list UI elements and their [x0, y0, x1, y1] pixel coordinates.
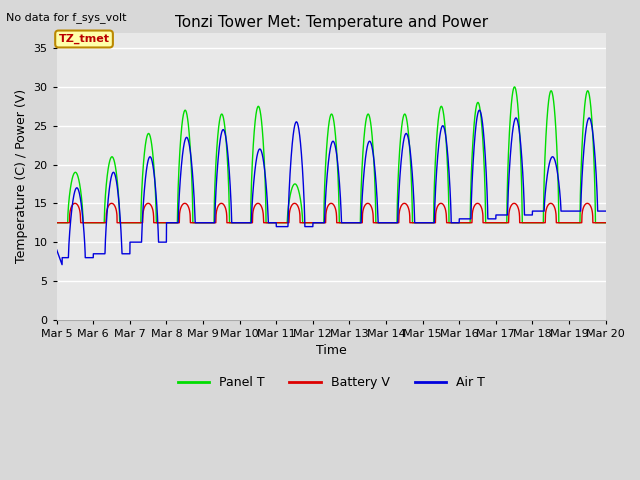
Battery V: [452, 220, 460, 226]
Battery V: [602, 220, 609, 226]
Text: No data for f_sys_volt: No data for f_sys_volt: [6, 12, 127, 23]
Air T: [284, 224, 291, 229]
Air T: [452, 220, 460, 226]
Battery V: [557, 220, 565, 226]
Air T: [585, 115, 593, 121]
Air T: [314, 220, 321, 226]
Battery V: [53, 220, 61, 226]
Title: Tonzi Tower Met: Temperature and Power: Tonzi Tower Met: Temperature and Power: [175, 15, 488, 30]
Panel T: [511, 84, 518, 90]
Text: TZ_tmet: TZ_tmet: [58, 34, 109, 44]
Air T: [602, 208, 609, 214]
Air T: [58, 262, 66, 267]
Line: Battery V: Battery V: [57, 204, 605, 223]
Air T: [476, 108, 483, 113]
Panel T: [314, 220, 321, 226]
Air T: [288, 145, 296, 151]
Panel T: [585, 90, 593, 96]
Battery V: [585, 201, 593, 207]
Panel T: [602, 220, 609, 226]
Panel T: [288, 186, 296, 192]
Air T: [558, 208, 566, 214]
Battery V: [314, 220, 321, 226]
Air T: [53, 247, 61, 253]
Panel T: [452, 220, 460, 226]
Line: Air T: Air T: [57, 110, 605, 264]
Panel T: [284, 217, 291, 223]
Panel T: [557, 220, 565, 226]
Battery V: [288, 203, 296, 208]
X-axis label: Time: Time: [316, 344, 346, 357]
Battery V: [108, 201, 115, 206]
Y-axis label: Temperature (C) / Power (V): Temperature (C) / Power (V): [15, 89, 28, 263]
Legend: Panel T, Battery V, Air T: Panel T, Battery V, Air T: [173, 371, 490, 394]
Battery V: [284, 220, 291, 226]
Line: Panel T: Panel T: [57, 87, 605, 223]
Panel T: [53, 220, 61, 226]
